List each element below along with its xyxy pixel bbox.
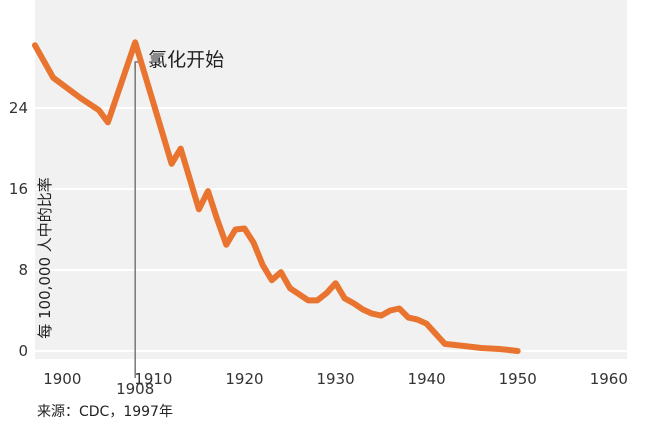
x-tick-label: 1950 <box>499 370 537 388</box>
annotation: 氯化开始 1908 <box>116 49 224 398</box>
x-tick-label: 1960 <box>590 370 628 388</box>
x-tick-label: 1920 <box>225 370 263 388</box>
y-axis-ticks: 0 8 16 24 <box>9 99 28 360</box>
source-note: 来源：CDC，1997年 <box>37 404 173 420</box>
x-tick-label: 1930 <box>316 370 354 388</box>
annotation-label: 氯化开始 <box>148 49 224 71</box>
series-line <box>32 39 521 354</box>
y-tick-label: 8 <box>18 261 28 279</box>
x-axis-ticks: 1900 1910 1920 1930 1940 1950 1960 <box>43 370 628 388</box>
y-tick-label: 24 <box>9 99 28 117</box>
grid-lines <box>35 107 627 352</box>
plot-area <box>35 0 627 359</box>
annotation-year-label: 1908 <box>116 380 154 398</box>
y-tick-label: 16 <box>9 180 28 198</box>
series-layer <box>32 39 521 354</box>
x-tick-label: 1940 <box>408 370 446 388</box>
x-tick-label: 1910 <box>134 370 172 388</box>
x-tick-label: 1900 <box>43 370 81 388</box>
y-axis-label: 每 100,000 人中的比率 <box>36 177 54 339</box>
y-tick-label: 0 <box>18 342 28 360</box>
